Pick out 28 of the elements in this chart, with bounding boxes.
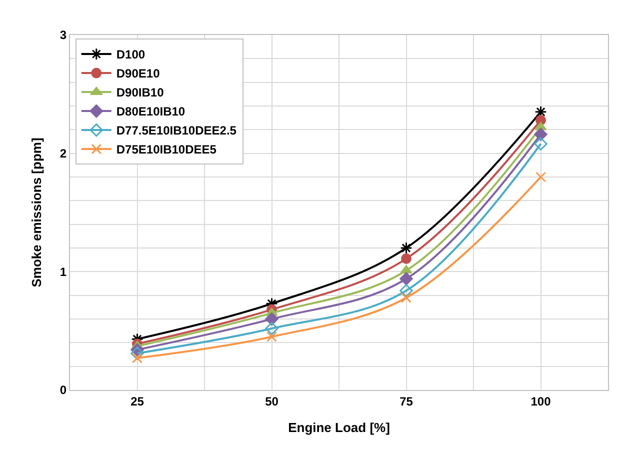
legend-label: D90E10 xyxy=(116,66,160,81)
x-tick-label: 100 xyxy=(530,394,552,408)
y-tick-label: 0 xyxy=(60,383,67,398)
point xyxy=(534,128,548,141)
point xyxy=(265,322,278,336)
y-tick-label: 2 xyxy=(60,146,67,161)
legend-label: D100 xyxy=(116,48,146,62)
point xyxy=(400,284,413,298)
legend-label: D75E10IB10DEE5 xyxy=(116,142,217,157)
point xyxy=(534,137,548,150)
x-axis-title: Engine Load [%] xyxy=(288,420,390,435)
point xyxy=(400,272,413,286)
y-tick-label: 3 xyxy=(60,28,67,42)
point xyxy=(265,312,278,326)
x-tick-label: 25 xyxy=(130,394,144,408)
legend-label: D80E10IB10 xyxy=(116,104,186,119)
point xyxy=(401,253,412,264)
point xyxy=(536,172,546,182)
point xyxy=(401,292,412,303)
x-tick-label: 50 xyxy=(265,394,279,408)
legend-label: D90IB10 xyxy=(116,86,164,100)
legend-label: D77.5E10IB10DEE2.5 xyxy=(116,124,237,138)
point xyxy=(130,346,144,360)
point xyxy=(266,332,277,342)
y-axis-title: Smoke emissions [ppm] xyxy=(28,138,44,288)
x-tick-label: 75 xyxy=(400,394,414,408)
point xyxy=(400,242,412,254)
y-tick-label: 1 xyxy=(60,264,67,279)
